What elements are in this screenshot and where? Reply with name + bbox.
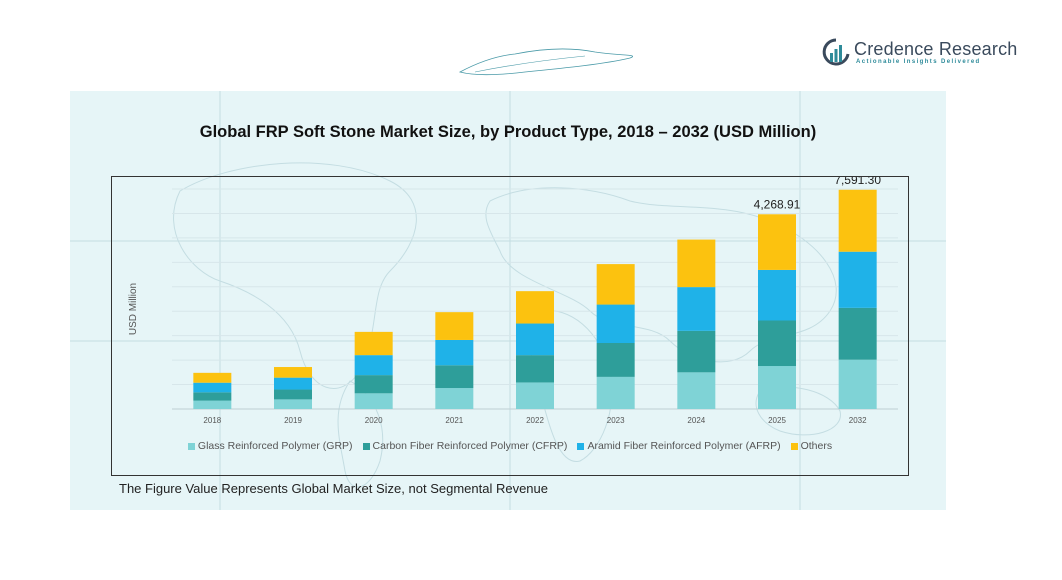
x-tick-label: 2019 (284, 416, 302, 425)
bar-segment-2022-s0 (516, 382, 554, 409)
legend-label: Carbon Fiber Reinforced Polymer (CFRP) (372, 440, 568, 452)
bar-segment-2032-s2 (838, 251, 877, 308)
x-tick-label: 2021 (445, 416, 463, 425)
x-tick-label: 2024 (687, 416, 705, 425)
y-axis-label: USD Million (128, 283, 139, 335)
bar-segment-2024-s3 (677, 239, 716, 288)
bar-segment-2025-s3 (758, 214, 796, 270)
x-tick-label: 2023 (607, 416, 625, 425)
x-tick-label: 2020 (365, 416, 383, 425)
legend-item: Carbon Fiber Reinforced Polymer (CFRP) (362, 440, 568, 452)
data-label: 4,268.91 (754, 197, 801, 211)
bar-segment-2021-s3 (435, 312, 474, 340)
bar-segment-2020-s3 (354, 331, 393, 356)
x-tick-label: 2032 (849, 416, 867, 425)
chart-area: USD Million 2018 2019 2020 2021 2022 2023 2024 2… (111, 176, 909, 476)
bar-segment-2025-s1 (758, 320, 796, 367)
bar-segment-2019-s0 (274, 399, 312, 409)
x-tick-label: 2018 (203, 416, 221, 425)
bar-segment-2018-s1 (193, 392, 232, 401)
brand-tagline: Actionable Insights Delivered (856, 59, 981, 65)
legend-label: Aramid Fiber Reinforced Polymer (AFRP) (587, 440, 781, 452)
bar-segment-2032-s0 (838, 359, 877, 409)
bar-segment-2023-s1 (596, 343, 635, 377)
bar-segment-2024-s1 (677, 330, 716, 373)
bar-segment-2019-s3 (274, 367, 312, 378)
legend-swatch (577, 442, 585, 450)
bar-segment-2032-s1 (838, 307, 877, 360)
bar-segment-2024-s2 (677, 287, 716, 331)
legend-item: Others (790, 440, 833, 452)
bar-segment-2021-s1 (435, 365, 474, 389)
bar-segment-2020-s0 (354, 393, 393, 409)
brand-name: Credence Research (854, 39, 1018, 59)
bar-segment-2023-s0 (596, 376, 635, 409)
bar-segment-2019-s1 (274, 389, 312, 400)
chart-legend: Glass Reinforced Polymer (GRP) Carbon Fib… (112, 440, 908, 452)
chart-panel: Global FRP Soft Stone Market Size, by Pr… (70, 91, 946, 510)
legend-swatch (187, 442, 195, 450)
bar-segment-2022-s3 (516, 291, 554, 324)
decorative-scribble-icon (458, 48, 633, 76)
bar-segment-2020-s1 (354, 375, 393, 394)
bar-segment-2024-s0 (677, 372, 716, 409)
brand-logo: Credence Research Actionable Insights De… (822, 38, 1022, 70)
bar-segment-2022-s2 (516, 323, 554, 356)
legend-label: Glass Reinforced Polymer (GRP) (197, 440, 353, 452)
bar-segment-2023-s3 (596, 264, 635, 305)
bar-segment-2018-s0 (193, 400, 232, 409)
logo-mark-icon (822, 38, 850, 66)
x-tick-label: 2025 (768, 416, 786, 425)
legend-swatch (790, 442, 798, 450)
legend-item: Aramid Fiber Reinforced Polymer (AFRP) (577, 440, 781, 452)
data-label: 7,591.30 (834, 177, 881, 187)
bar-segment-2019-s2 (274, 377, 312, 390)
bar-segment-2018-s2 (193, 382, 232, 393)
bar-segment-2022-s1 (516, 355, 554, 383)
bar-segment-2020-s2 (354, 355, 393, 376)
legend-swatch (362, 442, 370, 450)
x-tick-label: 2022 (526, 416, 544, 425)
bar-segment-2018-s3 (193, 372, 232, 383)
legend-label: Others (800, 440, 833, 452)
bar-segment-2032-s3 (838, 189, 877, 252)
bar-segment-2021-s2 (435, 339, 474, 366)
bar-segment-2025-s2 (758, 269, 796, 321)
bar-segment-2023-s2 (596, 304, 635, 343)
legend-item: Glass Reinforced Polymer (GRP) (187, 440, 353, 452)
chart-title: Global FRP Soft Stone Market Size, by Pr… (199, 123, 817, 141)
bar-segment-2025-s0 (758, 366, 796, 409)
footnote: The Figure Value Represents Global Marke… (119, 481, 548, 496)
stacked-bar-chart: USD Million 2018 2019 2020 2021 2022 2023 2024 2… (128, 177, 898, 425)
bar-segment-2021-s0 (435, 388, 474, 409)
